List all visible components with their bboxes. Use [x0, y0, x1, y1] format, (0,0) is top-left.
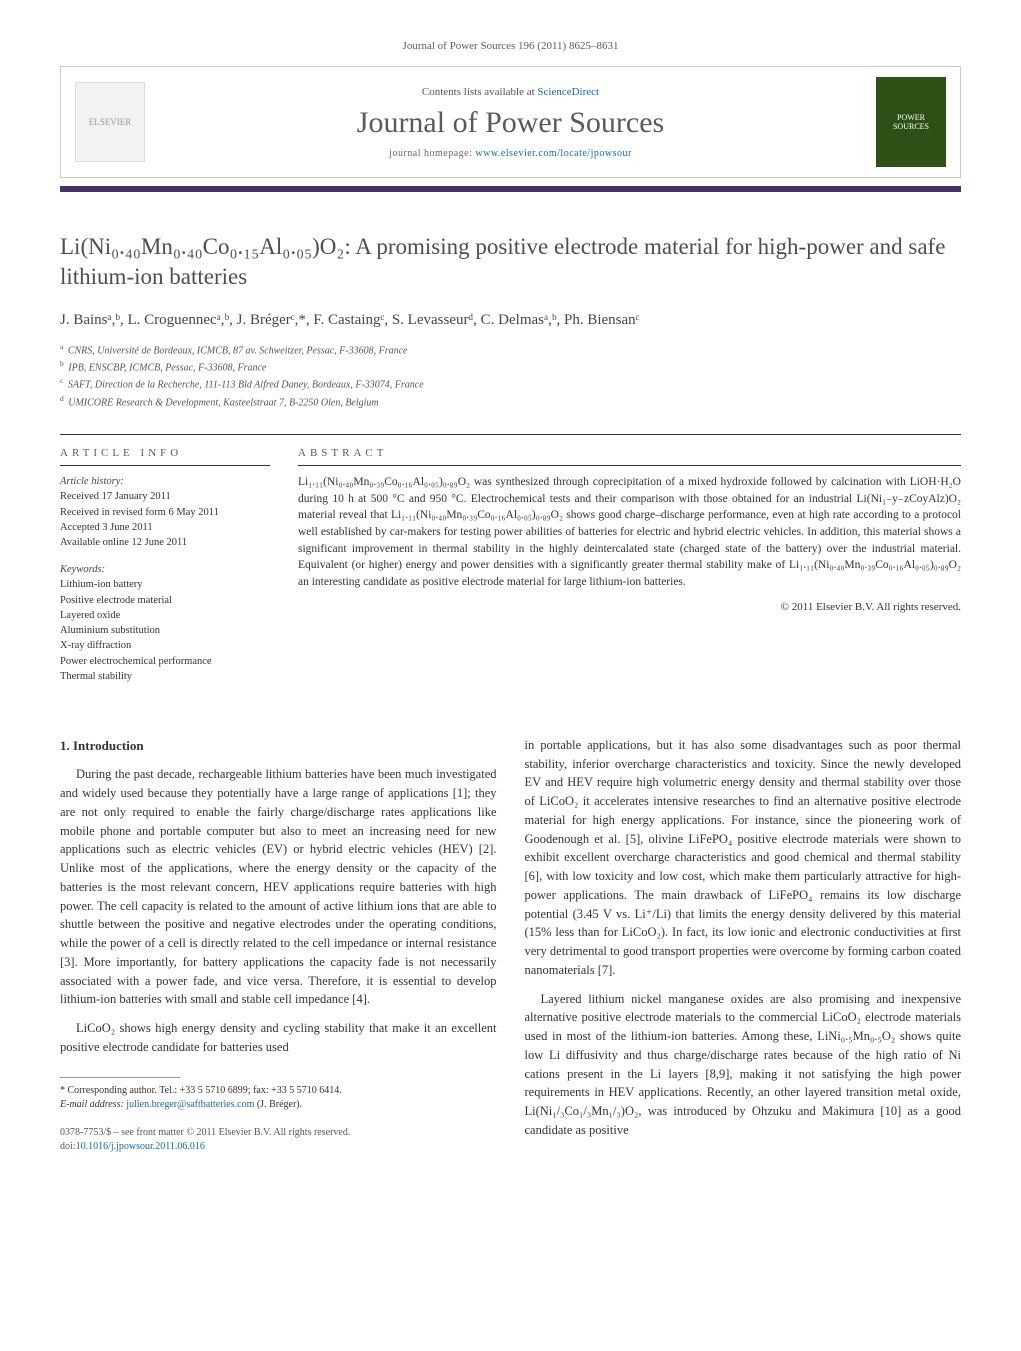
- publisher-logo: ELSEVIER: [75, 82, 145, 162]
- doi-line: doi:10.1016/j.jpowsour.2011.06.016: [60, 1140, 497, 1154]
- author-list: J. Bainsᵃ,ᵇ, L. Croguennecᵃ,ᵇ, J. Bréger…: [60, 312, 961, 329]
- journal-cover-thumb: POWER SOURCES: [876, 77, 946, 167]
- abstract-label: abstract: [298, 447, 961, 466]
- article-info-label: article info: [60, 447, 270, 466]
- doi-label: doi:: [60, 1141, 76, 1152]
- footnote-marker: *: [60, 1085, 65, 1096]
- keyword: Lithium-ion battery: [60, 577, 270, 592]
- running-head: Journal of Power Sources 196 (2011) 8625…: [60, 40, 961, 52]
- contents-text: Contents lists available at: [422, 86, 537, 98]
- body-col-right: in portable applications, but it has als…: [525, 736, 962, 1154]
- body-columns: 1. Introduction During the past decade, …: [60, 736, 961, 1154]
- issn-line: 0378-7753/$ – see front matter © 2011 El…: [60, 1126, 497, 1140]
- body-paragraph: LiCoO₂ shows high energy density and cyc…: [60, 1019, 497, 1057]
- journal-homepage: journal homepage: www.elsevier.com/locat…: [165, 148, 856, 159]
- abstract-text: Li₁.₁₁(Ni₀.₄₀Mn₀.₃₉Co₀.₁₆Al₀.₀₅)₀.₈₉O₂ w…: [298, 474, 961, 591]
- doi-link[interactable]: 10.1016/j.jpowsour.2011.06.016: [76, 1141, 205, 1152]
- body-paragraph: in portable applications, but it has als…: [525, 736, 962, 980]
- history-line: Available online 12 June 2011: [60, 535, 270, 550]
- corresponding-email-link[interactable]: julien.breger@saftbatteries.com: [126, 1099, 254, 1110]
- keyword: Positive electrode material: [60, 593, 270, 608]
- keywords-block: Keywords: Lithium-ion battery Positive e…: [60, 562, 270, 684]
- affiliation: c SAFT, Direction de la Recherche, 111-1…: [60, 375, 961, 392]
- contents-available-line: Contents lists available at ScienceDirec…: [165, 86, 856, 98]
- history-heading: Article history:: [60, 474, 270, 489]
- email-author: (J. Bréger).: [254, 1099, 302, 1110]
- keyword: Power electrochemical performance: [60, 654, 270, 669]
- article-title: Li(Ni₀.₄₀Mn₀.₄₀Co₀.₁₅Al₀.₀₅)O₂: A promis…: [60, 232, 961, 292]
- body-col-left: 1. Introduction During the past decade, …: [60, 736, 497, 1154]
- keywords-heading: Keywords:: [60, 562, 270, 577]
- journal-name: Journal of Power Sources: [165, 106, 856, 140]
- body-paragraph: During the past decade, rechargeable lit…: [60, 765, 497, 1009]
- sciencedirect-link[interactable]: ScienceDirect: [537, 86, 599, 98]
- abstract-block: abstract Li₁.₁₁(Ni₀.₄₀Mn₀.₃₉Co₀.₁₆Al₀.₀₅…: [298, 435, 961, 696]
- section-heading: 1. Introduction: [60, 736, 497, 756]
- history-line: Received in revised form 6 May 2011: [60, 505, 270, 520]
- homepage-link[interactable]: www.elsevier.com/locate/jpowsour: [475, 148, 631, 159]
- affiliations: a CNRS, Université de Bordeaux, ICMCB, 8…: [60, 341, 961, 410]
- keyword: Layered oxide: [60, 608, 270, 623]
- email-label: E-mail address:: [60, 1099, 126, 1110]
- keyword: Thermal stability: [60, 669, 270, 684]
- journal-header-center: Contents lists available at ScienceDirec…: [145, 86, 876, 159]
- affiliation: b IPB, ENSCBP, ICMCB, Pessac, F-33608, F…: [60, 358, 961, 375]
- body-paragraph: Layered lithium nickel manganese oxides …: [525, 990, 962, 1140]
- footnote-text: Corresponding author. Tel.: +33 5 5710 6…: [68, 1085, 342, 1096]
- history-line: Received 17 January 2011: [60, 489, 270, 504]
- history-line: Accepted 3 June 2011: [60, 520, 270, 535]
- info-abstract-row: article info Article history: Received 1…: [60, 434, 961, 696]
- corresponding-footnote: * Corresponding author. Tel.: +33 5 5710…: [60, 1084, 497, 1112]
- article-info-block: article info Article history: Received 1…: [60, 435, 270, 696]
- journal-header: ELSEVIER Contents lists available at Sci…: [60, 66, 961, 178]
- affiliation: d UMICORE Research & Development, Kastee…: [60, 393, 961, 410]
- issn-doi-block: 0378-7753/$ – see front matter © 2011 El…: [60, 1126, 497, 1154]
- footnote-rule: [60, 1077, 180, 1078]
- abstract-copyright: © 2011 Elsevier B.V. All rights reserved…: [298, 601, 961, 613]
- accent-bar: [60, 186, 961, 192]
- homepage-label: journal homepage:: [389, 148, 475, 159]
- affiliation: a CNRS, Université de Bordeaux, ICMCB, 8…: [60, 341, 961, 358]
- keyword: X-ray diffraction: [60, 638, 270, 653]
- article-history: Article history: Received 17 January 201…: [60, 474, 270, 550]
- keyword: Aluminium substitution: [60, 623, 270, 638]
